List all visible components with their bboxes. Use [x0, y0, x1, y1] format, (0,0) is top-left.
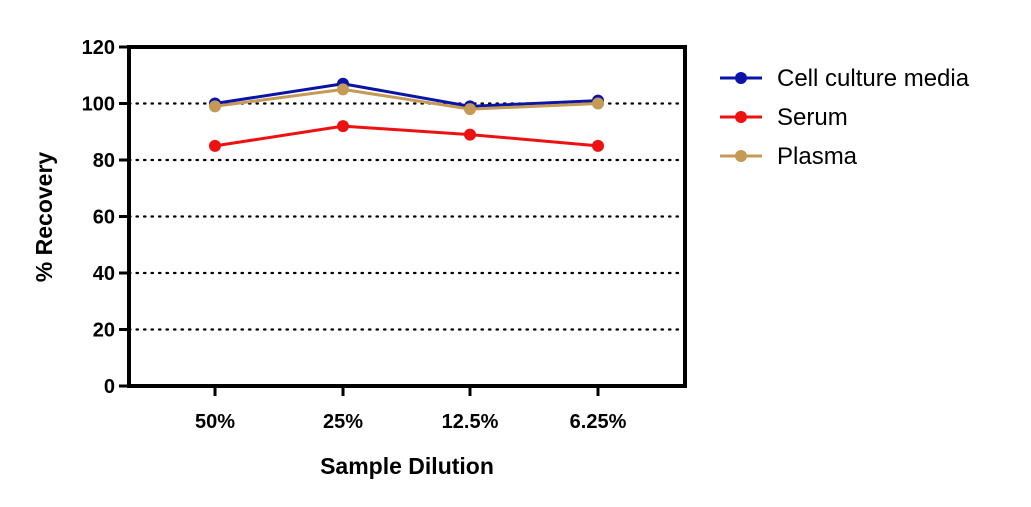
x-tick-label-0: 50%	[195, 411, 235, 433]
data-point-serum-3	[592, 139, 604, 152]
legend-swatch-marker-serum	[735, 111, 747, 123]
series-line-plasma	[214, 87, 599, 111]
y-tick-label-0: 0	[104, 376, 115, 398]
x-tick-label-2: 12.5%	[442, 411, 499, 433]
x-tick-label-3: 6.25%	[570, 411, 627, 433]
y-tick-label-120: 120	[82, 37, 115, 59]
data-point-plasma-2	[464, 103, 476, 116]
series-line-cell-culture-media	[214, 82, 599, 108]
y-axis-ticks: 0 20 40 60 80 100 120	[82, 37, 129, 398]
data-point-plasma-0	[209, 100, 221, 113]
y-tick-label-20: 20	[93, 320, 115, 342]
x-axis-ticks: 50% 25% 12.5% 6.25%	[195, 386, 627, 433]
data-point-plasma-1	[337, 83, 349, 96]
series-serum	[209, 120, 604, 152]
legend-item-serum: Serum	[720, 104, 848, 131]
legend-item-cell-culture-media: Cell culture media	[720, 65, 970, 92]
data-point-serum-0	[209, 139, 221, 152]
series-plasma	[209, 83, 604, 116]
y-axis-label: % Recovery	[31, 152, 57, 283]
y-tick-label-80: 80	[93, 150, 115, 172]
x-tick-label-1: 25%	[323, 411, 363, 433]
y-tick-label-60: 60	[93, 207, 115, 229]
data-point-serum-2	[464, 128, 476, 141]
series-group	[209, 77, 604, 152]
legend-item-plasma: Plasma	[720, 143, 858, 170]
legend-label-plasma: Plasma	[777, 143, 858, 170]
legend-label-serum: Serum	[777, 104, 848, 131]
data-point-plasma-3	[592, 97, 604, 110]
gridlines	[127, 102, 687, 331]
y-tick-label-40: 40	[93, 263, 115, 285]
y-tick-label-100: 100	[82, 94, 115, 116]
series-line-serum	[214, 124, 599, 148]
legend-label-cell-culture-media: Cell culture media	[777, 65, 970, 92]
legend: Cell culture media Serum Plasma	[720, 65, 970, 170]
legend-swatch-marker-plasma	[735, 150, 747, 162]
legend-swatch-marker-cell-culture-media	[735, 72, 747, 84]
data-point-serum-1	[337, 120, 349, 133]
x-axis-label: Sample Dilution	[320, 453, 494, 479]
